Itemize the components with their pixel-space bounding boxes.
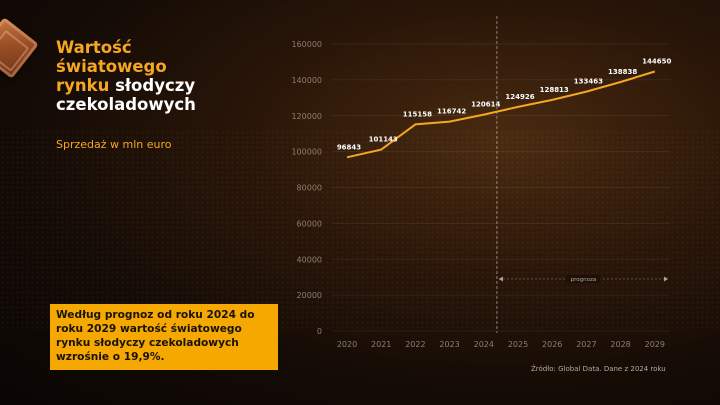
data-labels: 96843 101143 115158 116742 120614 124926 12881…: [337, 58, 672, 152]
x-tick-label: 2021: [371, 340, 391, 349]
data-label: 133463: [574, 78, 603, 86]
data-label: 120614: [471, 101, 500, 109]
x-tick-label: 2028: [610, 340, 630, 349]
chart-grid: [332, 43, 670, 332]
y-tick-label: 140000: [291, 76, 322, 85]
data-label: 144650: [642, 58, 671, 66]
source-note: Źródło: Global Data. Dane z 2024 roku: [531, 365, 666, 373]
y-axis-ticks: 0 20000 40000 60000 80000 100000 120000 140000 1…: [291, 40, 322, 336]
y-tick-label: 100000: [291, 148, 322, 157]
forecast-callout: Według prognoz od roku 2024 do roku 2029…: [50, 304, 278, 370]
y-tick-label: 0: [317, 327, 322, 336]
forecast-arrow-head-left: [498, 276, 503, 282]
x-tick-label: 2025: [508, 340, 528, 349]
page-title: Wartość światowego rynku słodyczy czekol…: [56, 38, 256, 114]
forecast-label-bg: [566, 275, 601, 283]
title-part: światowego: [56, 57, 167, 76]
x-tick-label: 2023: [439, 340, 459, 349]
title-part: czekoladowych: [56, 95, 196, 114]
forecast-label: prognoza: [571, 277, 597, 283]
x-axis-ticks: 2020 2021 2022 2023 2024 2025 2026 2027 2028 2029: [337, 340, 665, 349]
forecast-arrow-head-right: [664, 276, 668, 282]
x-tick-label: 2020: [337, 340, 357, 349]
x-tick-label: 2024: [474, 340, 494, 349]
series-line: [346, 70, 656, 159]
y-tick-label: 80000: [297, 184, 322, 193]
y-tick-label: 160000: [291, 40, 322, 49]
data-label: 101143: [369, 136, 398, 144]
chart-subtitle: Sprzedaż w mln euro: [56, 138, 172, 151]
title-part: rynku: [56, 76, 110, 95]
data-label: 128813: [540, 86, 569, 94]
x-tick-label: 2027: [576, 340, 596, 349]
data-label: 138838: [608, 68, 637, 76]
title-part: słodyczy: [109, 76, 196, 95]
y-tick-label: 40000: [297, 255, 322, 264]
x-tick-label: 2022: [405, 340, 425, 349]
data-label: 116742: [437, 108, 466, 116]
title-part: Wartość: [56, 38, 132, 57]
world-map-background: [0, 130, 720, 330]
forecast-marker: prognoza: [496, 16, 668, 333]
x-tick-label: 2029: [645, 340, 665, 349]
data-label: 96843: [337, 143, 361, 151]
y-tick-label: 20000: [297, 291, 322, 300]
y-tick-label: 60000: [297, 219, 322, 228]
y-tick-label: 120000: [291, 112, 322, 121]
x-tick-label: 2026: [542, 340, 562, 349]
data-label: 115158: [403, 110, 432, 118]
data-label: 124926: [505, 93, 534, 101]
